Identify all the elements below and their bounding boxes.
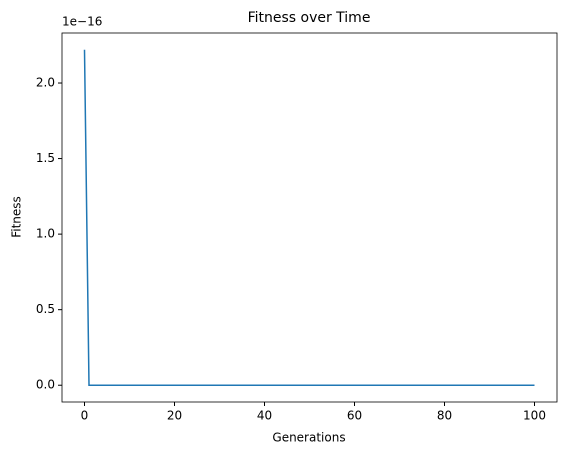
x-tick-label: 20 [167,409,182,423]
y-offset-label: 1e−16 [62,15,102,29]
x-tick-label: 80 [437,409,452,423]
y-tick-label: 1.5 [36,151,55,165]
y-axis-label: Fitness [10,196,24,238]
y-tick-label: 2.0 [36,76,55,90]
x-axis-label: Generations [272,431,345,445]
x-tick-label: 40 [257,409,272,423]
x-tick-label: 60 [347,409,362,423]
y-tick-label: 0.0 [36,378,55,392]
line [83,49,535,386]
chart-title: Fitness over Time [248,10,371,26]
x-tick-label: 0 [81,409,89,423]
y-tick-label: 0.5 [36,302,55,316]
x-tick-label: 100 [523,409,546,423]
y-tick-label: 1.0 [36,227,55,241]
plot-frame [61,32,558,403]
